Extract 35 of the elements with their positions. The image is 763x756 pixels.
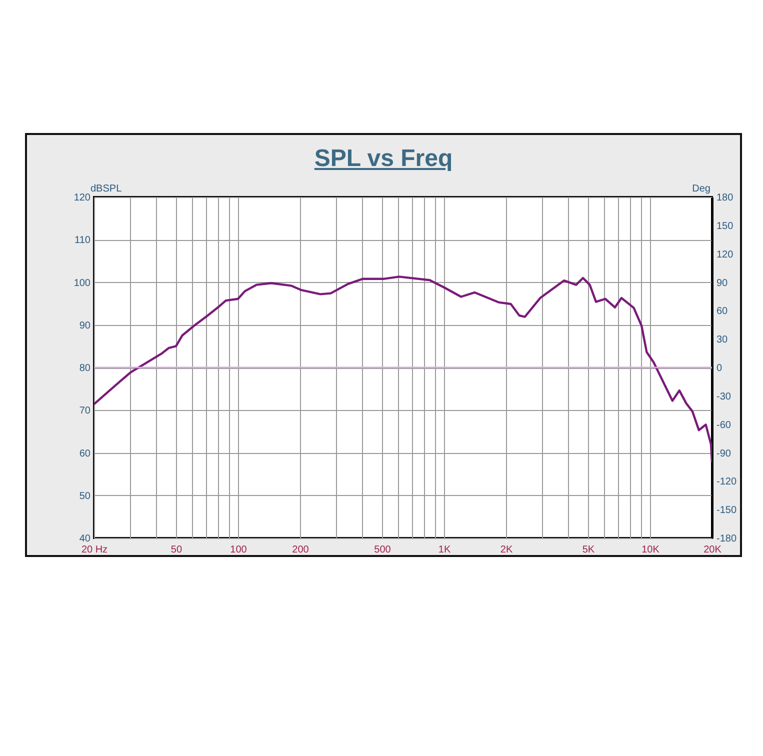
y-tick-label: 40: [79, 534, 91, 544]
y-tick-label: 110: [74, 235, 91, 246]
y2-tick-label: -60: [716, 420, 732, 431]
y-tick-label: 120: [74, 192, 91, 204]
x-tick-label: 100: [230, 544, 248, 556]
y-tick-label: 90: [79, 320, 91, 332]
y2-tick-label: 0: [716, 363, 722, 374]
x-tick-label: 1K: [438, 544, 451, 556]
y2-tick-label: -30: [716, 391, 732, 402]
y2-axis-title: Deg: [692, 184, 710, 194]
x-tick-label: 20K: [704, 544, 722, 556]
y2-tick-label: 30: [716, 334, 728, 346]
x-tick-label: 50: [170, 544, 182, 556]
y2-tick-label: -180: [716, 534, 737, 544]
x-tick-label: 200: [292, 544, 310, 556]
y2-tick-label: -150: [716, 505, 737, 516]
chart-title: SPL vs Freq: [313, 145, 454, 173]
y-tick-label: 70: [79, 406, 91, 417]
y-tick-label: 60: [79, 448, 91, 460]
y-tick-label: 80: [79, 363, 91, 374]
x-tick-label: 2K: [500, 544, 513, 556]
y2-tick-label: -90: [716, 448, 732, 460]
x-tick-label: 500: [374, 544, 392, 556]
x-tick-label: 20 Hz: [81, 544, 108, 556]
y2-tick-label: 180: [716, 192, 734, 204]
x-tick-label: 5K: [582, 544, 595, 556]
y-axis-title: dBSPL: [90, 184, 122, 194]
y-tick-label: 50: [79, 490, 91, 502]
x-tick-label: 10K: [642, 544, 660, 556]
y2-tick-label: 90: [716, 278, 728, 289]
y2-tick-label: 120: [716, 249, 734, 260]
y2-tick-label: 150: [716, 220, 734, 232]
y2-tick-label: 60: [716, 306, 728, 318]
y-tick-label: 100: [74, 278, 91, 289]
y2-tick-label: -120: [716, 476, 737, 488]
